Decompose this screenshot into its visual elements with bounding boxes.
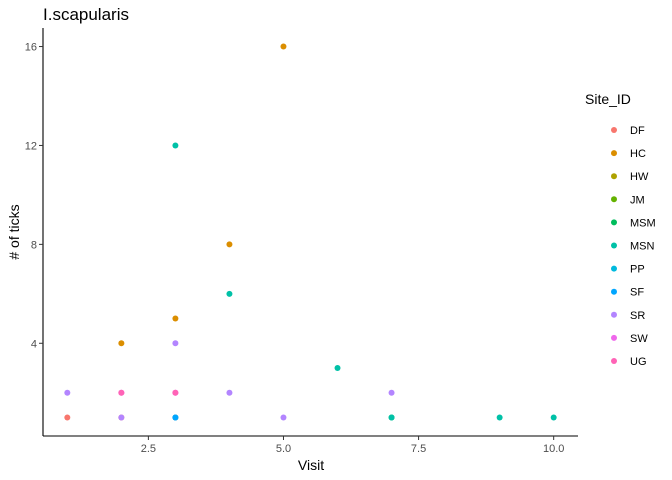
legend-title: Site_ID	[585, 91, 631, 107]
y-axis-title: # of ticks	[6, 204, 22, 259]
y-tick-label: 4	[31, 338, 37, 350]
legend-label-sr: SR	[630, 310, 645, 322]
data-point-sr	[172, 340, 179, 347]
chart-title: I.scapularis	[43, 5, 129, 24]
x-tick-label: 2.5	[141, 443, 156, 455]
data-point-hc	[226, 241, 233, 248]
legend-key-df	[611, 127, 617, 133]
y-tick-label: 8	[31, 239, 37, 251]
data-point-hc	[280, 43, 287, 50]
plot-area: 2.5 5.0 7.5 10.0 4 8 12 16	[25, 28, 578, 455]
data-point-msn	[388, 414, 395, 421]
data-point-sr	[388, 389, 395, 396]
data-point-msn	[496, 414, 503, 421]
y-tick-label: 12	[25, 140, 37, 152]
data-point-hc	[118, 340, 125, 347]
data-point-ug	[118, 389, 125, 396]
y-tick-label: 16	[25, 42, 37, 54]
legend-label-msm: MSM	[630, 217, 656, 229]
legend-label-jm: JM	[630, 194, 645, 206]
legend-label-sw: SW	[630, 333, 648, 345]
legend-label-hw: HW	[630, 171, 649, 183]
data-point-sf	[172, 414, 179, 421]
legend-key-sf	[611, 288, 617, 295]
legend-label-sf: SF	[630, 287, 644, 299]
legend-key-hc	[611, 150, 617, 157]
data-point-sr	[226, 389, 233, 396]
legend-key-sw	[611, 334, 617, 341]
data-point-ug	[172, 389, 179, 396]
legend-label-ug: UG	[630, 356, 647, 368]
x-tick-label: 5.0	[276, 443, 291, 455]
data-point-sr	[64, 389, 71, 396]
x-tick-label: 10.0	[543, 443, 564, 455]
legend-key-msn	[611, 242, 617, 249]
legend-key-ug	[611, 358, 617, 364]
legend-key-pp	[611, 265, 617, 272]
legend: Site_ID DF HC HW JM MSM MSN PP SF SR SW UG	[585, 91, 656, 368]
data-point-sr	[280, 414, 287, 421]
x-axis-title: Visit	[298, 457, 324, 473]
legend-key-sr	[611, 311, 617, 318]
data-point-hc	[172, 315, 179, 322]
data-point-msn	[172, 142, 179, 149]
data-point-msn	[334, 365, 341, 371]
legend-key-hw	[611, 173, 617, 180]
data-point-sr	[118, 414, 125, 421]
legend-label-df: DF	[630, 125, 645, 137]
legend-label-msn: MSN	[630, 241, 655, 253]
data-point-msn	[226, 290, 233, 297]
legend-key-msm	[611, 219, 617, 226]
legend-label-hc: HC	[630, 148, 646, 160]
x-tick-label: 7.5	[411, 443, 426, 455]
data-point-df	[64, 414, 71, 421]
legend-key-jm	[611, 196, 617, 203]
legend-label-pp: PP	[630, 264, 645, 276]
data-point-msn	[550, 414, 557, 421]
